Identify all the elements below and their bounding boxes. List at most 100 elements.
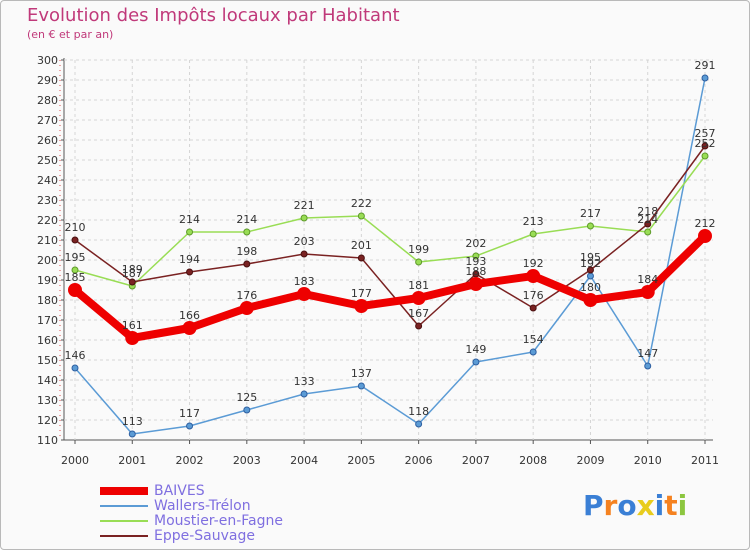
data-point <box>529 230 537 238</box>
legend-swatch <box>100 535 148 537</box>
y-tick-label: 200 <box>37 254 58 267</box>
legend-label: Eppe-Sauvage <box>154 528 255 544</box>
y-tick-label: 160 <box>37 334 58 347</box>
data-label: 210 <box>65 221 86 234</box>
data-label: 201 <box>351 239 372 252</box>
series-line <box>71 232 709 342</box>
data-label: 189 <box>122 263 143 276</box>
data-point <box>644 228 652 236</box>
data-point <box>415 322 423 330</box>
data-point <box>71 236 79 244</box>
x-tick-label: 2003 <box>233 454 261 467</box>
y-tick-label: 300 <box>37 54 58 67</box>
data-label: 257 <box>695 127 716 140</box>
data-label: 184 <box>637 273 658 286</box>
data-point <box>300 214 308 222</box>
data-point <box>243 406 251 414</box>
data-point <box>354 299 369 313</box>
data-label: 167 <box>408 307 429 320</box>
data-label: 212 <box>695 217 716 230</box>
y-tick-label: 130 <box>37 394 58 407</box>
logo-letter: i <box>677 489 688 522</box>
x-tick-label: 2002 <box>176 454 204 467</box>
legend-label: Moustier-en-Fagne <box>154 513 283 529</box>
chart-title: Evolution des Impôts locaux par Habitant <box>27 5 400 26</box>
proxiti-logo: Proxiti <box>583 489 687 522</box>
data-label: 217 <box>580 207 601 220</box>
chart-subtitle: (en € et par an) <box>27 28 114 41</box>
data-point <box>472 358 480 366</box>
data-point <box>415 420 423 428</box>
y-tick-label: 190 <box>37 274 58 287</box>
data-point <box>472 252 480 260</box>
data-point <box>297 287 312 301</box>
legend-label: Wallers-Trélon <box>154 498 251 514</box>
logo-letter: x <box>636 489 655 522</box>
data-label: 218 <box>637 205 658 218</box>
data-label: 194 <box>179 253 200 266</box>
data-point <box>239 301 254 315</box>
data-point <box>529 304 537 312</box>
data-label: 222 <box>351 197 372 210</box>
data-label: 146 <box>65 349 86 362</box>
data-label: 214 <box>179 213 200 226</box>
data-label: 161 <box>122 319 143 332</box>
y-tick-label: 240 <box>37 174 58 187</box>
data-label: 199 <box>408 243 429 256</box>
data-point <box>125 331 140 345</box>
data-point <box>243 260 251 268</box>
y-tick-label: 140 <box>37 374 58 387</box>
x-tick-label: 2005 <box>347 454 375 467</box>
y-tick-label: 110 <box>37 434 58 447</box>
legend-swatch <box>100 487 148 495</box>
data-label: 177 <box>351 287 372 300</box>
y-tick-label: 120 <box>37 414 58 427</box>
data-point <box>300 250 308 258</box>
data-label: 176 <box>236 289 257 302</box>
data-point <box>701 142 709 150</box>
data-label: 149 <box>465 343 486 356</box>
data-point <box>411 291 426 305</box>
data-point <box>529 348 537 356</box>
data-label: 125 <box>236 391 257 404</box>
y-tick-label: 210 <box>37 234 58 247</box>
data-point <box>357 212 365 220</box>
series-line <box>74 77 706 435</box>
data-label: 118 <box>408 405 429 418</box>
data-point <box>583 293 598 307</box>
data-point <box>644 362 652 370</box>
data-point <box>186 228 194 236</box>
data-label: 188 <box>465 265 486 278</box>
data-point <box>701 74 709 82</box>
data-label: 195 <box>580 251 601 264</box>
data-label: 214 <box>637 213 658 226</box>
data-label: 166 <box>179 309 200 322</box>
data-label: 133 <box>294 375 315 388</box>
data-label: 117 <box>179 407 200 420</box>
x-tick-label: 2004 <box>290 454 318 467</box>
data-point <box>300 390 308 398</box>
legend-swatch <box>100 520 148 522</box>
logo-letter: P <box>583 489 604 522</box>
x-tick-label: 2009 <box>576 454 604 467</box>
data-label: 192 <box>523 257 544 270</box>
y-tick-label: 220 <box>37 214 58 227</box>
data-point <box>68 283 82 297</box>
data-point <box>526 269 541 283</box>
x-tick-label: 2001 <box>118 454 146 467</box>
legend-label: BAIVES <box>154 483 205 499</box>
y-tick-label: 170 <box>37 314 58 327</box>
series-line <box>74 155 706 287</box>
data-point <box>243 228 251 236</box>
legend-swatch <box>100 505 148 507</box>
data-label: 187 <box>122 267 143 280</box>
y-tick-label: 290 <box>37 74 58 87</box>
logo-letter: t <box>664 489 678 522</box>
data-label: 193 <box>465 255 486 268</box>
data-label: 202 <box>465 237 486 250</box>
x-tick-label: 2000 <box>61 454 89 467</box>
data-point <box>586 266 594 274</box>
data-label: 147 <box>637 347 658 360</box>
y-tick-label: 180 <box>37 294 58 307</box>
